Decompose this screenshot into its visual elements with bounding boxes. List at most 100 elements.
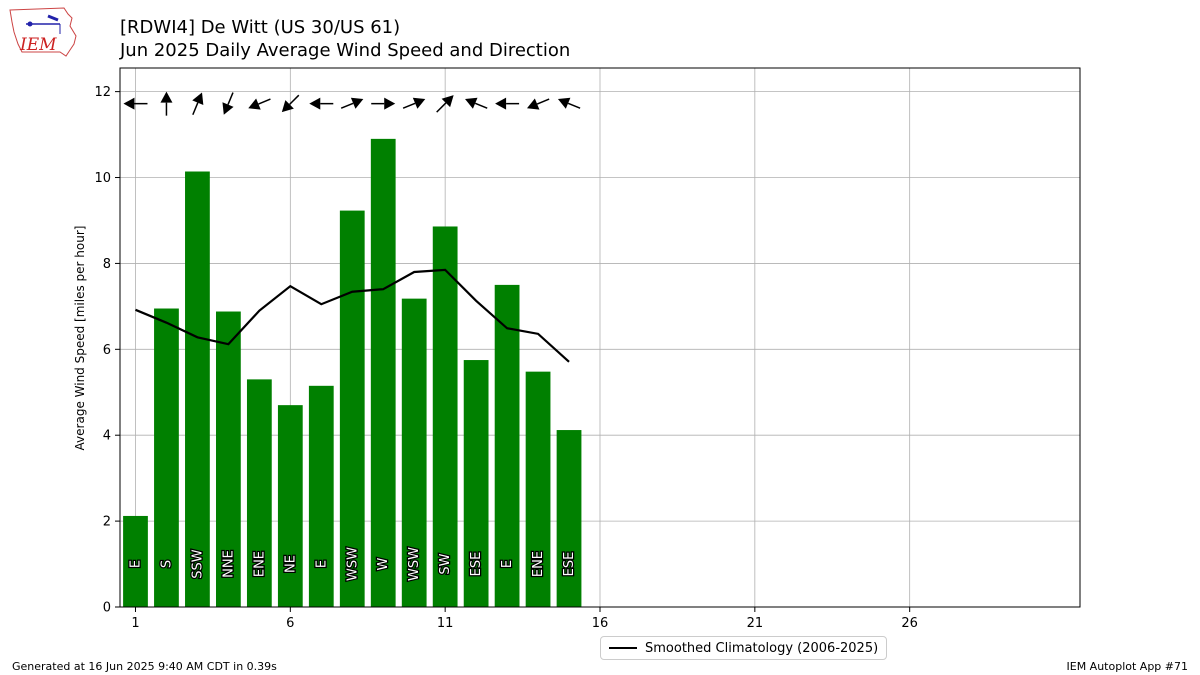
- bar-day-4: [216, 311, 241, 607]
- wind-arrow-head: [309, 97, 321, 110]
- y-tick-label: 8: [103, 257, 111, 272]
- wind-arrow-head: [123, 97, 135, 110]
- wind-arrow-shaft: [402, 102, 416, 109]
- bar-day-12: [463, 360, 489, 607]
- wind-arrow-head: [441, 95, 454, 108]
- bar-day-7: [308, 385, 334, 607]
- bar-day-10: [401, 298, 427, 607]
- wind-arrow-head: [384, 97, 396, 110]
- wind-arrow-day-3: [192, 92, 204, 116]
- wind-arrow-shaft: [227, 92, 234, 105]
- chart-title-station: [RDWI4] De Witt (US 30/US 61): [120, 17, 401, 38]
- direction-label-day-4: NNE: [221, 550, 236, 578]
- app-credit: IEM Autoplot App #71: [1066, 660, 1189, 673]
- wind-arrow-shaft: [474, 102, 488, 109]
- x-tick-label: 11: [437, 616, 454, 631]
- wind-arrow-head: [412, 97, 426, 109]
- wind-arrow-head: [557, 97, 571, 109]
- legend-line-swatch: [609, 647, 637, 649]
- direction-label-day-9: W: [376, 557, 391, 570]
- wind-arrow-shaft: [289, 94, 300, 105]
- y-tick-label: 12: [94, 85, 111, 100]
- bar-day-3: [185, 171, 210, 607]
- climatology-line: [135, 268, 570, 363]
- wind-arrow-head: [350, 97, 364, 109]
- x-tick-label: 26: [901, 616, 918, 631]
- wind-arrow-day-8: [340, 97, 364, 109]
- logo-text: IEM: [19, 35, 57, 55]
- wind-arrow-day-12: [465, 97, 488, 109]
- direction-label-day-14: ENE: [531, 551, 546, 577]
- y-tick-label: 0: [103, 601, 111, 616]
- bar-day-15: [556, 430, 582, 607]
- wind-arrow-shaft: [536, 98, 550, 105]
- direction-label-day-8: WSW: [345, 547, 360, 581]
- wind-direction-arrows: [123, 91, 581, 116]
- wind-arrow-head: [281, 100, 294, 113]
- wind-arrow-day-5: [248, 98, 271, 110]
- climatology-line-path: [135, 268, 570, 363]
- bar-day-11: [432, 226, 458, 607]
- wind-arrow-day-11: [436, 95, 454, 113]
- wind-arrow-shaft: [192, 102, 199, 116]
- wind-arrow-day-1: [123, 97, 148, 110]
- direction-label-day-1: E: [128, 560, 143, 568]
- wind-arrow-day-4: [222, 92, 234, 115]
- wind-arrow-shaft: [258, 98, 271, 105]
- direction-label-day-10: WSW: [407, 547, 422, 581]
- direction-label-day-12: ESE: [469, 552, 484, 577]
- bars: [123, 138, 582, 607]
- grid-lines: [120, 68, 1080, 608]
- x-tick-label: 21: [747, 616, 764, 631]
- direction-labels: E S SSW NNE ENE NE E WSW W WSW SW ESE E ENE ESE: [127, 546, 578, 583]
- bar-day-1: [123, 515, 148, 607]
- direction-label-day-2: S: [159, 560, 174, 568]
- legend-label: Smoothed Climatology (2006-2025): [645, 640, 879, 656]
- y-tick-label: 2: [103, 515, 111, 530]
- wind-arrow-day-7: [309, 97, 334, 110]
- wind-arrow-day-14: [526, 98, 550, 110]
- wind-arrow-shaft: [340, 102, 354, 109]
- direction-label-day-5: ENE: [252, 551, 267, 577]
- direction-label-day-6: NE: [283, 555, 298, 573]
- wind-arrow-day-13: [495, 97, 520, 110]
- bar-day-14: [525, 371, 551, 607]
- wind-arrow-day-9: [371, 97, 396, 110]
- bar-day-13: [494, 284, 520, 607]
- bar-day-9: [370, 138, 396, 607]
- y-tick-label: 6: [103, 343, 111, 358]
- wind-arrow-day-15: [557, 97, 581, 109]
- wind-arrow-head: [495, 97, 507, 110]
- bar-day-5: [246, 379, 272, 607]
- direction-label-day-7: E: [314, 560, 329, 568]
- wind-arrow-day-2: [160, 91, 173, 116]
- bar-day-2: [154, 308, 179, 607]
- bar-day-8: [339, 210, 365, 607]
- x-tick-label: 16: [592, 616, 609, 631]
- generated-timestamp: Generated at 16 Jun 2025 9:40 AM CDT in …: [12, 660, 277, 673]
- wind-arrow-head: [222, 102, 234, 115]
- wind-arrow-day-6: [281, 94, 300, 113]
- wind-arrow-head: [160, 91, 173, 103]
- y-tick-label: 4: [103, 429, 111, 444]
- wind-arrow-head: [526, 98, 540, 110]
- wind-arrow-head: [192, 92, 204, 106]
- iem-logo: IEM: [9, 7, 77, 57]
- x-tick-label: 1: [131, 616, 139, 631]
- chart-title-period: Jun 2025 Daily Average Wind Speed and Di…: [120, 40, 571, 61]
- y-axis-label: Average Wind Speed [miles per hour]: [73, 226, 87, 451]
- direction-label-day-13: E: [500, 560, 515, 568]
- wind-arrow-shaft: [436, 102, 447, 113]
- wind-arrow-shaft: [567, 102, 581, 109]
- y-tick-label: 10: [94, 171, 111, 186]
- direction-label-day-15: ESE: [562, 552, 577, 577]
- direction-label-day-11: SW: [438, 553, 453, 574]
- wind-arrow-head: [465, 97, 478, 109]
- x-tick-label: 6: [286, 616, 294, 631]
- chart-legend: Smoothed Climatology (2006-2025): [600, 636, 888, 660]
- wind-arrow-head: [248, 98, 261, 110]
- bar-day-6: [277, 405, 303, 607]
- direction-label-day-3: SSW: [190, 549, 205, 579]
